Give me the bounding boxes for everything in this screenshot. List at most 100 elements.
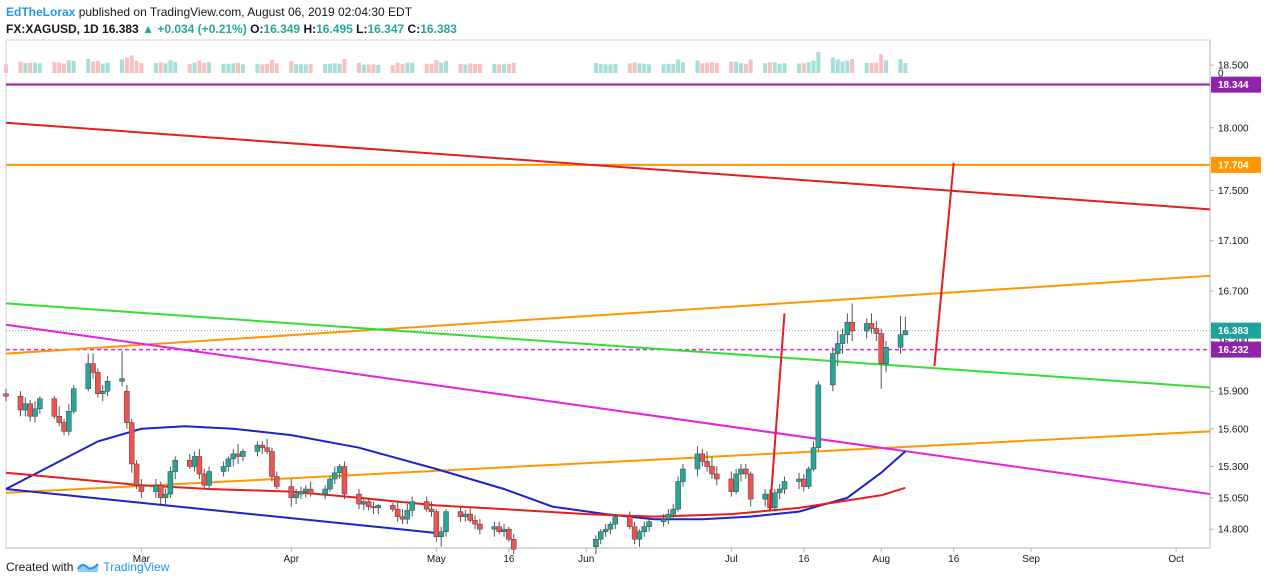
change-value: +0.034 (+0.21%) [157, 22, 247, 36]
candle-body [491, 526, 498, 530]
candle [646, 519, 652, 532]
candle-body [298, 491, 304, 495]
candle-body [51, 398, 58, 417]
candle [467, 506, 473, 523]
candle-body [95, 372, 101, 394]
candle-body [240, 451, 246, 457]
candle-body [433, 511, 440, 537]
volume-bar [255, 63, 260, 73]
volume-bar [840, 61, 845, 73]
volume-bar [864, 62, 869, 73]
candle [259, 441, 266, 454]
candle-body [90, 363, 96, 373]
candle [477, 519, 483, 535]
candle [138, 479, 145, 498]
candle-body [196, 456, 203, 475]
volume-bar [598, 63, 603, 73]
horizontal-levels [6, 83, 1210, 351]
volume-bar [405, 62, 410, 73]
symbol-label: FX:XAGUSD, 1D [6, 22, 99, 36]
volume-bar [767, 62, 772, 73]
candle-body [138, 485, 145, 492]
candle-body [704, 461, 710, 467]
tradingview-brand[interactable]: TradingView [103, 560, 170, 574]
price-tick-label: 15.300 [1218, 462, 1249, 473]
volume-bar [100, 63, 105, 73]
volume-bar [830, 57, 835, 73]
volume-bar [806, 62, 811, 73]
candle [32, 401, 38, 423]
volume-bar [303, 64, 308, 73]
candle [810, 441, 817, 472]
volume-bar [197, 60, 202, 73]
candle-body [404, 510, 411, 520]
time-tick-label: Aug [872, 554, 890, 565]
price-badges: 18.344 17.704 16.383 16.232 [1211, 76, 1261, 358]
candle-body [675, 481, 681, 510]
candle [834, 331, 841, 367]
price-badge-label: 16.232 [1218, 345, 1249, 356]
time-axis[interactable]: Mar Apr May 16 Jun Jul 16 Aug 16 Sep Oct [133, 548, 1184, 565]
candle [332, 466, 338, 485]
moving-average-0 [5, 425, 907, 521]
candle [288, 479, 295, 507]
volume-bar [342, 59, 347, 73]
volume-bar [874, 62, 879, 73]
volume-bar [361, 64, 366, 73]
candle-body [477, 523, 483, 530]
volume-bar [463, 64, 468, 73]
volume-bar [371, 64, 376, 73]
volume-bar [240, 64, 245, 73]
volume-bar [763, 63, 768, 73]
volume-bar [327, 63, 332, 73]
candle-body [70, 388, 77, 412]
candle-body [699, 453, 706, 462]
candle-body [612, 516, 619, 525]
candle-body [191, 456, 198, 467]
candle-body [235, 453, 241, 457]
price-axis[interactable]: 18.50018.00017.50017.10016.70016.30015.9… [1210, 61, 1249, 536]
candle-body [627, 516, 633, 527]
volume-bar [202, 62, 207, 73]
volume-bar [869, 62, 874, 73]
volume-bar [153, 63, 158, 73]
candle-body [254, 444, 261, 452]
candle [506, 526, 512, 542]
volume-bar [129, 55, 134, 73]
candle-body [830, 353, 836, 386]
volume-bar [709, 62, 714, 73]
candle-body [781, 481, 788, 490]
volume-bar [439, 62, 444, 73]
candle [341, 461, 348, 500]
candle [472, 515, 478, 530]
candle [293, 489, 299, 505]
candle [772, 489, 778, 512]
candle [675, 476, 681, 512]
candle [627, 511, 633, 530]
time-tick-label: Sep [1022, 554, 1040, 565]
candle-body [119, 378, 125, 382]
candle [206, 466, 212, 490]
candle-body [99, 390, 106, 394]
price-tick-label: 15.600 [1218, 424, 1249, 435]
price-tick-label: 18.000 [1218, 123, 1249, 134]
candle [602, 524, 609, 537]
volume-bar [676, 59, 681, 73]
candle [254, 441, 261, 457]
candle [641, 521, 648, 537]
candle [665, 509, 672, 525]
high-value: 16.495 [316, 22, 353, 36]
time-tick-label: May [427, 554, 446, 565]
time-tick-label: Apr [284, 554, 300, 565]
author-link[interactable]: EdTheLorax [6, 5, 76, 19]
volume-bar [265, 63, 270, 73]
plot-area[interactable] [5, 39, 1211, 549]
price-badge-bg [1211, 156, 1261, 173]
candle [85, 353, 91, 392]
candle [394, 501, 401, 522]
volume-bar [772, 62, 777, 73]
trendline-blue-line [5, 488, 437, 534]
volume-bar [105, 62, 110, 73]
candle [815, 381, 822, 452]
